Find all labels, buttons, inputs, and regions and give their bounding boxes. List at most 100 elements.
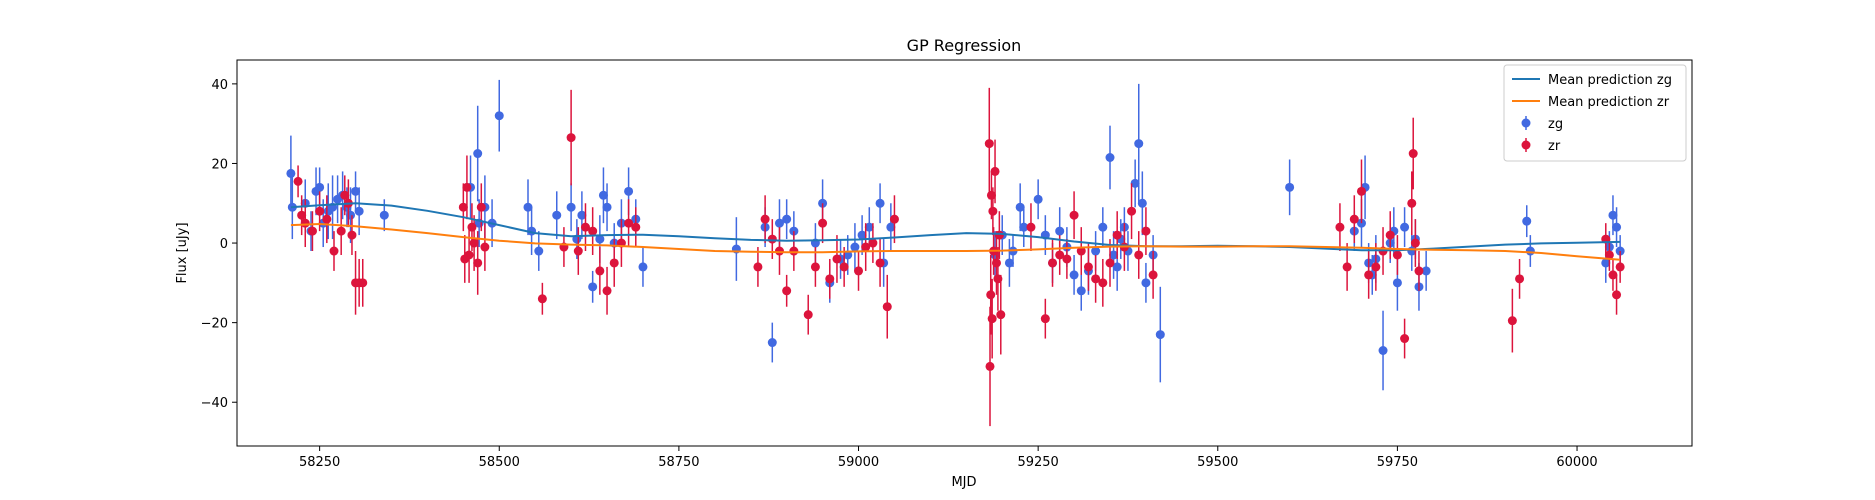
zr-point xyxy=(782,286,792,296)
zr-point xyxy=(1407,198,1417,208)
zr-point xyxy=(347,230,357,240)
zr-point xyxy=(1098,278,1108,288)
zr-point xyxy=(580,222,590,232)
zg-point xyxy=(1608,210,1618,220)
zg-point xyxy=(1019,222,1029,232)
zg-point xyxy=(767,338,777,348)
zg-point xyxy=(379,210,389,220)
zr-point xyxy=(1371,262,1381,272)
zg-point xyxy=(843,250,853,260)
zr-point xyxy=(839,262,849,272)
zr-point xyxy=(832,254,842,264)
zr-point xyxy=(875,258,885,268)
zg-point xyxy=(875,198,885,208)
zr-point xyxy=(1048,258,1058,268)
zg-point xyxy=(1522,216,1532,226)
zr-point xyxy=(1127,206,1137,216)
zr-point xyxy=(1105,258,1115,268)
zr-point xyxy=(1408,149,1418,159)
y-tick-label: −40 xyxy=(201,396,228,411)
zr-point xyxy=(1612,290,1622,300)
zg-point xyxy=(1601,258,1611,268)
zg-point xyxy=(1137,198,1147,208)
zr-point xyxy=(990,166,1000,176)
zg-point xyxy=(354,206,364,216)
zg-point xyxy=(588,282,598,292)
zr-point xyxy=(882,302,892,312)
series-zg xyxy=(286,79,1625,391)
zr-point xyxy=(760,214,770,224)
line-mean-prediction-zr xyxy=(290,222,1621,261)
zr-point xyxy=(789,246,799,256)
zr-point xyxy=(473,258,483,268)
zr-point xyxy=(1134,250,1144,260)
zg-point xyxy=(782,214,792,224)
zg-point xyxy=(1069,270,1079,280)
zr-point xyxy=(985,361,995,371)
zr-point xyxy=(889,214,899,224)
zr-point xyxy=(1112,230,1122,240)
x-axis-label: MJD xyxy=(951,475,976,490)
series-zr xyxy=(293,87,1625,427)
zg-point xyxy=(774,218,784,228)
zr-point xyxy=(753,262,763,272)
zg-point xyxy=(1155,330,1165,340)
y-axis: −40 −20 0 20 40 xyxy=(201,78,237,411)
chart-title: GP Regression xyxy=(907,36,1022,55)
zr-point xyxy=(1062,254,1072,264)
legend: Mean prediction zg Mean prediction zr zg zr xyxy=(1503,64,1687,162)
zr-point xyxy=(1349,214,1359,224)
zg-point xyxy=(1525,246,1535,256)
zr-point xyxy=(624,218,634,228)
zg-point xyxy=(857,230,867,240)
x-tick-label: 59000 xyxy=(838,455,879,470)
legend-label: zr xyxy=(1548,139,1561,154)
zr-point xyxy=(1400,334,1410,344)
zr-point xyxy=(774,246,784,256)
x-tick-label: 59250 xyxy=(1017,455,1058,470)
legend-swatch-marker xyxy=(1521,140,1531,150)
zr-point xyxy=(854,266,864,276)
zg-point xyxy=(1141,278,1151,288)
zg-point xyxy=(1105,152,1115,162)
zg-point xyxy=(1109,250,1119,260)
zg-point xyxy=(566,202,576,212)
zg-point xyxy=(523,202,533,212)
zr-point xyxy=(1141,226,1151,236)
legend-box xyxy=(1503,64,1687,162)
zr-point xyxy=(984,139,994,149)
zr-point xyxy=(322,214,332,224)
line-mean-prediction-zg xyxy=(290,202,1621,252)
zr-point xyxy=(300,218,310,228)
zr-point xyxy=(297,210,307,220)
zg-point xyxy=(624,186,634,196)
zg-point xyxy=(1098,222,1108,232)
zg-point xyxy=(1378,345,1388,355)
zr-point xyxy=(1410,238,1420,248)
zr-point xyxy=(1414,266,1424,276)
legend-label: Mean prediction zr xyxy=(1548,95,1670,110)
y-tick-label: 0 xyxy=(220,237,228,252)
zr-point xyxy=(293,176,303,186)
zr-point xyxy=(1604,250,1614,260)
zr-point xyxy=(1392,250,1402,260)
zr-point xyxy=(467,222,477,232)
zg-point xyxy=(351,186,361,196)
zr-point xyxy=(810,262,820,272)
zg-point xyxy=(886,222,896,232)
zr-point xyxy=(1148,270,1158,280)
zr-point xyxy=(987,314,997,324)
zr-point xyxy=(480,242,490,252)
zr-point xyxy=(1069,210,1079,220)
zr-point xyxy=(307,226,317,236)
zr-point xyxy=(609,258,619,268)
zr-point xyxy=(464,250,474,260)
zr-point xyxy=(868,238,878,248)
zg-point xyxy=(1033,194,1043,204)
zg-point xyxy=(602,202,612,212)
zr-point xyxy=(1055,250,1065,260)
zg-point xyxy=(1400,222,1410,232)
zr-point xyxy=(1615,262,1625,272)
zg-point xyxy=(1091,246,1101,256)
x-tick-label: 58250 xyxy=(299,455,340,470)
